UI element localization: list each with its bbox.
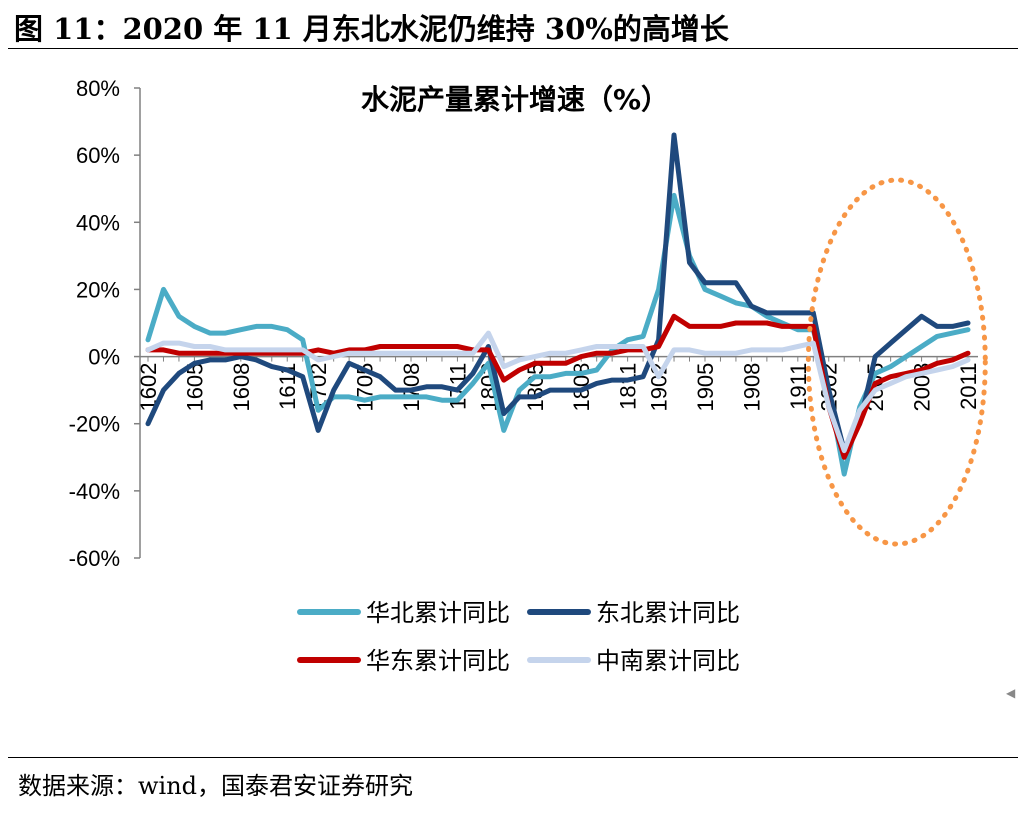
x-tick-label: 1902 [647,363,672,412]
y-tick-label: -20% [69,412,120,437]
series-line-1 [145,192,971,477]
source-rule [8,757,1018,758]
series-line-4 [145,330,971,454]
y-tick-label: -40% [69,479,120,504]
y-tick-label: -60% [69,546,120,571]
title-rule [8,48,1018,49]
chart-title: 水泥产量累计增速（%） [361,83,669,116]
highlight-ellipse [805,177,988,547]
series-line-2 [145,132,971,454]
series-line-3 [145,313,971,460]
x-tick-label: 1908 [739,363,764,412]
legend-label-2: 东北累计同比 [596,599,740,627]
y-tick-label: 40% [76,210,120,235]
x-tick-label: 2011 [956,363,981,410]
chart-annotation-layer [805,177,988,547]
y-tick-label: 80% [76,76,120,101]
x-tick-label: 1805 [523,363,548,412]
y-tick-label: 0% [88,345,120,370]
y-tick-label: 60% [76,143,120,168]
figure-title: 图 11：2020 年 11 月东北水泥仍维持 30%的高增长 [14,12,729,46]
cement-output-growth-chart: 水泥产量累计增速（%） -60% -40% -20% 0% 20% 40% 60% 80% 16… [69,76,988,675]
edge-marker-icon: ◀ [1006,686,1016,700]
legend-label-4: 中南累计同比 [596,647,740,675]
x-tick-label: 1811 [616,363,641,410]
source-note: 数据来源：wind，国泰君安证券研究 [18,772,414,800]
chart-series-layer [145,132,971,477]
y-tick-label: 20% [76,277,120,302]
legend-label-1: 华北累计同比 [366,599,510,627]
x-tick-label: 1905 [693,363,718,412]
legend-label-3: 华东累计同比 [366,647,510,675]
chart-axes: -60%-40%-20%0%20%40%60%80%1602 1605 1608 16… [69,76,981,571]
x-tick-label: 1608 [229,363,254,412]
